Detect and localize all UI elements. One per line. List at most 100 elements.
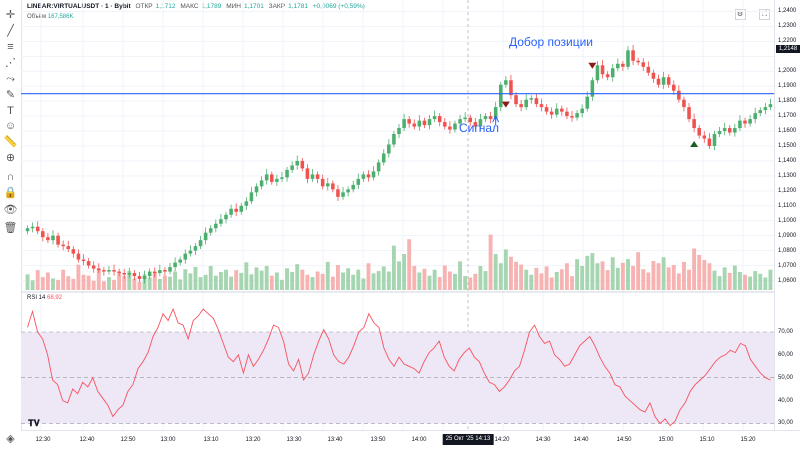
candle-body [341,192,345,197]
candle-body [142,276,147,280]
volume-bar [137,281,142,290]
time-tick-label: 14:30 [535,437,551,443]
candle-body [509,80,513,96]
candle-body [595,65,600,81]
volume-bar [51,278,55,290]
ruler-icon[interactable]: 📏 [3,136,18,148]
candle-body [66,246,71,250]
volume-bar [463,276,468,290]
zoom-icon[interactable]: ⊕ [5,152,16,164]
candle-body [549,111,554,115]
annotation-add-position[interactable]: Добор позиции [509,35,594,49]
volume-bar [254,267,259,290]
volume-bar [91,280,96,290]
volume-bar [595,263,600,290]
brush-icon[interactable]: ✎ [5,89,16,101]
candle-body [412,123,417,127]
price-tick-label: 1,1400 [778,157,797,164]
volume-bar [529,274,534,290]
rsi-legend: RSI 14 68,92 [27,295,62,301]
high-label: МАКС [180,3,199,10]
candle-body [666,77,671,85]
volume-bar [539,273,544,290]
lock-icon[interactable]: 🔒 [3,187,18,199]
price-chart[interactable] [21,0,774,430]
volume-bar [432,269,437,290]
volume-bar [173,271,178,290]
time-tick-label: 15:10 [699,437,715,443]
volume-bar [188,273,193,290]
trend-line-icon[interactable]: ╱ [7,25,14,37]
candle-body [219,219,223,224]
volume-bar [615,267,620,290]
candle-body [687,107,691,120]
price-axis[interactable]: 1,2400 1,2300 1,2200 1,2148 1,2000 1,1900 1,18… [774,0,800,430]
volume-bar [468,277,473,290]
candle-body [692,119,696,129]
pattern-icon[interactable]: ⋰ [5,57,16,69]
candle-body [758,110,763,114]
candle-body [646,66,651,73]
candle-body [748,119,752,124]
candle-body [422,120,427,126]
volume-bar [86,275,91,290]
annotation-signal[interactable]: Сигнал [459,121,500,135]
cross-icon[interactable]: ✛ [5,9,16,21]
symbol-title[interactable]: LINEAR:VIRTUALUSDT · 1 · Bybit [27,3,131,10]
settings-icon[interactable]: ⚙ [734,9,746,20]
candle-body [41,231,45,238]
volume-bar [768,269,773,290]
volume-bar [626,259,630,290]
candle-body [392,134,396,145]
price-tick-label: 1,0900 [778,232,797,239]
volume-bar [295,264,300,290]
rsi-title: RSI 14 [27,295,46,301]
volume-bar [478,266,483,290]
candle-body [493,107,498,120]
price-tick-label: 1,2000 [778,68,797,75]
volume-bar [122,276,127,290]
candle-body [631,50,635,61]
candle-body [30,226,35,229]
candle-body [565,111,569,117]
volume-bar [427,275,432,290]
candle-body [738,120,742,129]
volume-bar [453,273,457,290]
time-tick-label: 13:40 [327,437,343,443]
volume-bar [641,269,646,290]
candle-body [626,50,630,67]
candle-body [473,122,478,127]
volume-bar [412,266,417,290]
prediction-icon[interactable]: ⤳ [6,73,15,85]
volume-bar [218,272,223,290]
trash-icon[interactable]: 🗑 [3,222,18,234]
time-tick-label: 13:00 [160,437,176,443]
fib-icon[interactable]: ≡ [7,41,14,53]
fullscreen-icon[interactable]: ⛶ [759,9,770,20]
layers-icon[interactable]: ◈ [6,433,15,445]
volume-bar [127,271,132,290]
eye-icon[interactable]: 👁 [3,204,18,216]
candle-body [488,116,493,120]
volume-bar [417,272,422,290]
drawing-toolbar: ✛ ╱ ≡ ⋰ ⤳ ✎ T ☺ 📏 ⊕ ∩ 🔒 👁 🗑 ◈ [0,0,22,450]
volume-bar [509,256,513,290]
candle-body [224,214,228,220]
volume-bar [234,270,239,290]
candle-body [468,117,473,123]
volume-bar [590,253,595,290]
candle-body [417,120,422,127]
time-axis[interactable]: 12:30 12:40 12:50 13:00 13:10 13:20 13:30 13:40… [21,430,800,451]
candle-body [97,268,101,271]
volume-bar [361,278,366,290]
volume-bar [488,234,493,290]
emoji-icon[interactable]: ☺ [4,120,17,132]
rsi-line [27,307,771,427]
candle-body [112,270,116,272]
text-icon[interactable]: T [7,105,14,117]
candle-body [402,119,406,129]
magnet-icon[interactable]: ∩ [6,171,15,183]
volume-bar [676,273,681,290]
candle-body [407,119,411,124]
volume-bar [753,271,758,290]
